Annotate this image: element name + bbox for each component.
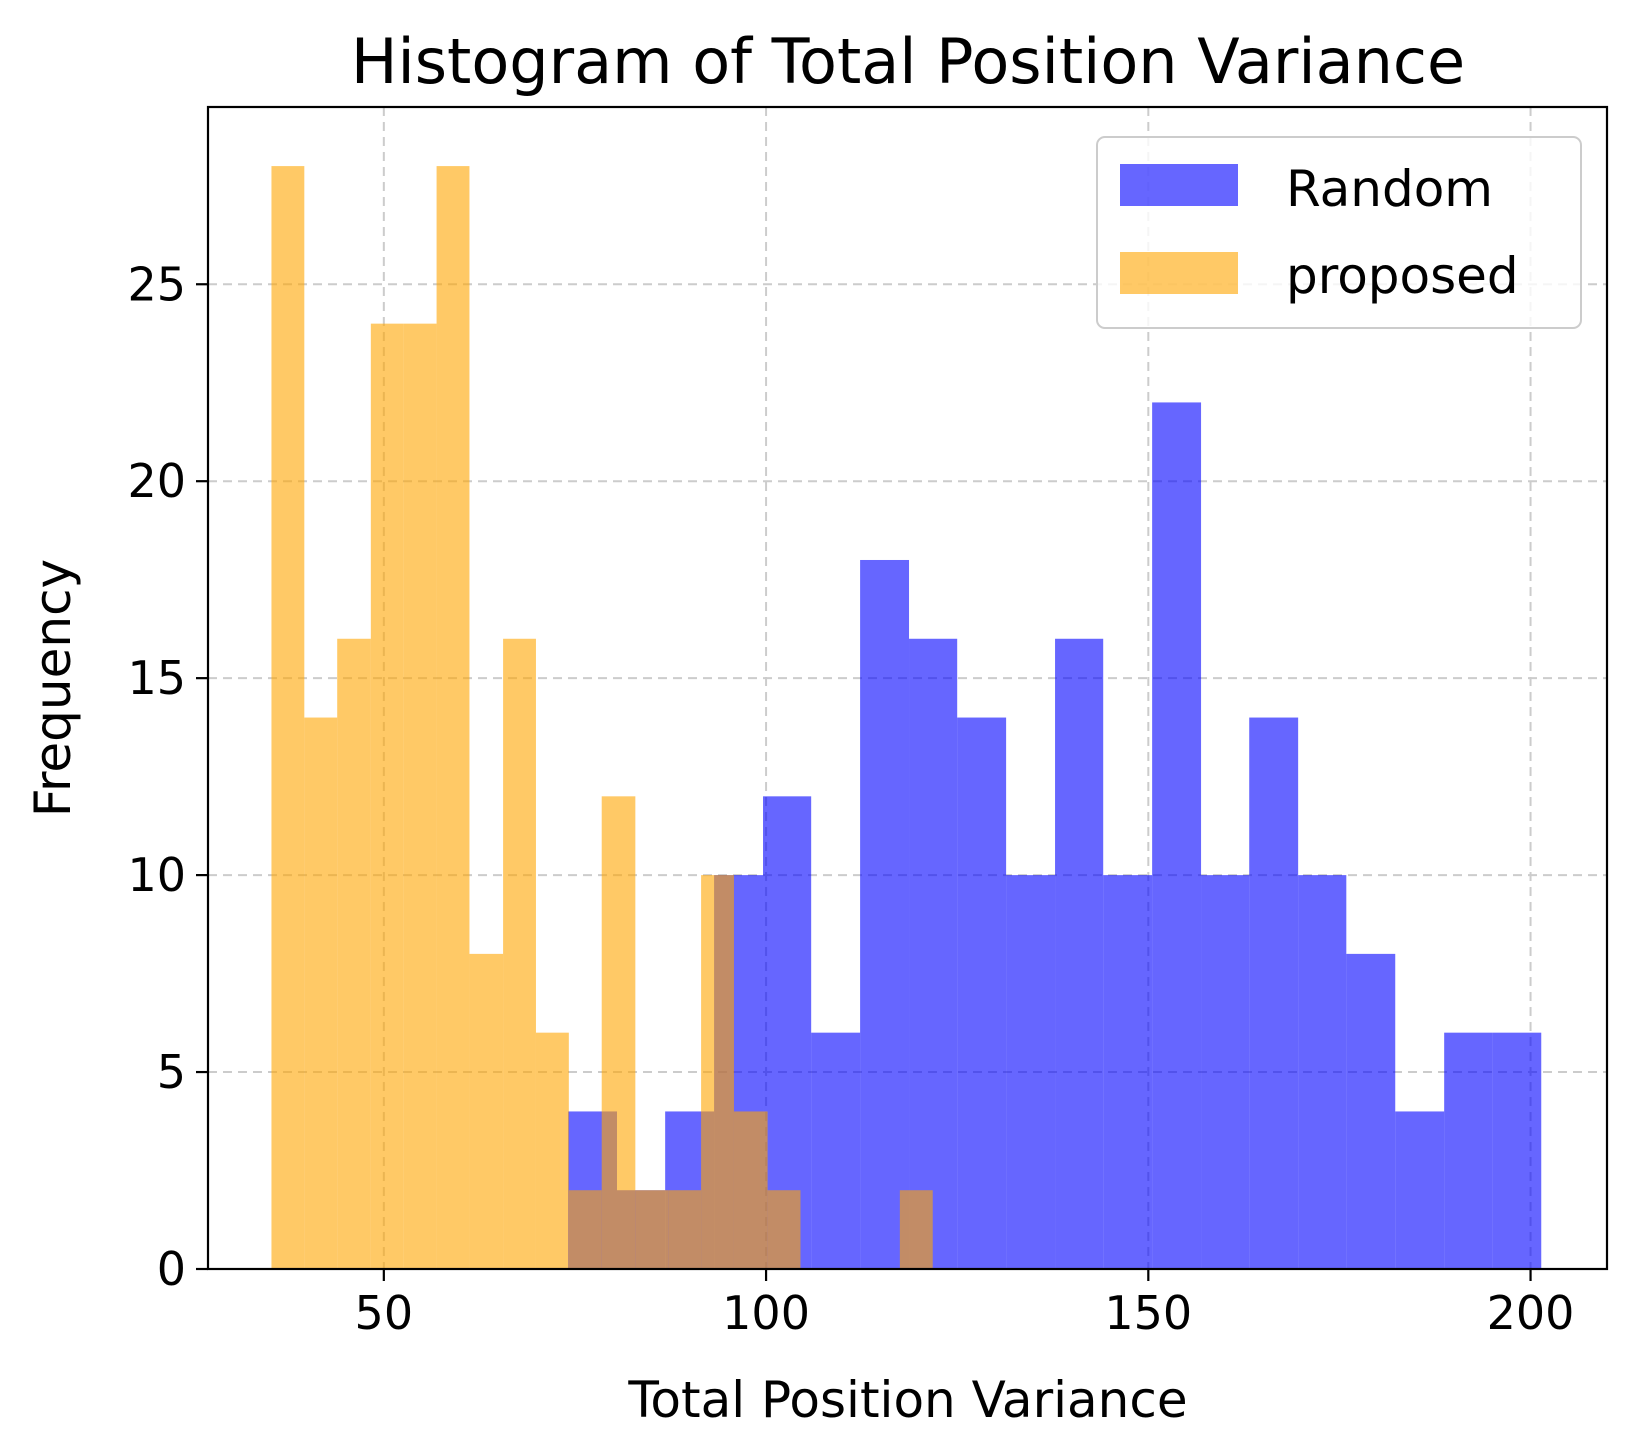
y-tick-label-5: 5	[157, 1045, 186, 1099]
bar-random-7	[909, 638, 958, 1269]
y-tick-label-25: 25	[127, 257, 186, 311]
bar-proposed-4	[403, 323, 437, 1270]
bar-proposed-14	[733, 1111, 768, 1269]
y-tick-label-10: 10	[127, 848, 186, 902]
bar-proposed-13	[701, 875, 734, 1269]
x-axis-label: Total Position Variance	[627, 1371, 1187, 1429]
x-tick-label-150: 150	[1104, 1286, 1192, 1340]
bar-proposed-7	[503, 638, 536, 1269]
bar-proposed-3	[370, 323, 404, 1270]
bar-proposed-5	[436, 166, 470, 1270]
plot-frame	[206, 105, 1609, 1271]
bar-random-11	[1103, 875, 1153, 1269]
legend-label-random: Random	[1286, 160, 1493, 218]
bar-random-5	[811, 1032, 861, 1269]
bar-proposed-10	[601, 796, 636, 1269]
legend-swatch-proposed	[1120, 252, 1238, 294]
bar-random-12	[1152, 402, 1202, 1270]
bar-random-19	[1492, 1032, 1542, 1269]
axis-ticks: 50 100 150 200 0 5 10 15 20 25	[127, 257, 1574, 1340]
x-tick-label-100: 100	[722, 1286, 810, 1340]
bar-random-14	[1249, 717, 1299, 1269]
bar-proposed-11	[635, 1190, 669, 1269]
legend-label-proposed: proposed	[1286, 247, 1519, 305]
bar-random-10	[1055, 638, 1104, 1269]
bars	[271, 166, 1542, 1270]
bar-random-16	[1346, 953, 1396, 1269]
bar-random-8	[957, 717, 1007, 1269]
y-tick-label-0: 0	[157, 1242, 186, 1296]
bar-random-13	[1201, 875, 1250, 1269]
y-tick-label-20: 20	[127, 454, 186, 508]
bar-proposed-1	[304, 717, 338, 1269]
x-tick-label-50: 50	[355, 1286, 414, 1340]
bar-random-17	[1395, 1111, 1445, 1269]
bar-proposed-2	[337, 638, 371, 1269]
bar-proposed-0	[271, 166, 305, 1270]
bar-proposed-8	[535, 1032, 569, 1269]
bar-proposed-9	[568, 1190, 602, 1269]
y-axis-label: Frequency	[24, 559, 82, 817]
y-tick-label-15: 15	[127, 651, 186, 705]
legend-swatch-random	[1120, 164, 1238, 206]
legend: Random proposed	[1096, 136, 1582, 329]
bar-random-9	[1006, 875, 1056, 1269]
bar-random-18	[1444, 1032, 1493, 1269]
x-tick-label-200: 200	[1487, 1286, 1575, 1340]
bar-proposed-12	[668, 1190, 702, 1269]
bar-proposed-19	[899, 1190, 933, 1269]
bar-random-15	[1298, 875, 1347, 1269]
series-proposed	[271, 166, 933, 1270]
bar-random-6	[860, 559, 910, 1269]
chart-title: Histogram of Total Position Variance	[351, 25, 1465, 98]
bar-proposed-15	[767, 1190, 801, 1269]
bar-proposed-6	[469, 953, 504, 1269]
